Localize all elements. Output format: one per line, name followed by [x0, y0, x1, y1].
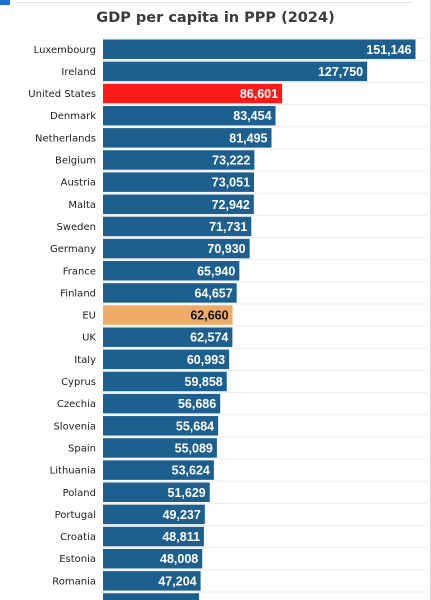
category-label: Italy: [74, 355, 96, 366]
value-label: 64,657: [194, 286, 232, 300]
category-label: Spain: [68, 443, 96, 454]
category-label: Germany: [50, 244, 96, 255]
category-label: Estonia: [59, 554, 96, 565]
category-label: Poland: [63, 488, 96, 499]
bar: [103, 61, 368, 82]
bar: [103, 371, 227, 392]
bar: [103, 305, 233, 325]
value-label: 83,454: [233, 109, 271, 123]
value-label: 53,624: [172, 464, 210, 478]
category-label: Czechia: [57, 399, 96, 410]
category-label: UK: [82, 333, 96, 344]
category-label: Malta: [68, 200, 96, 211]
bar: [103, 482, 210, 502]
value-label: 51,629: [168, 486, 206, 500]
category-label: Belgium: [55, 156, 96, 167]
bar: [103, 238, 250, 259]
value-label: 81,495: [229, 131, 267, 145]
value-label: 127,750: [318, 65, 363, 79]
bar: [103, 172, 255, 192]
value-label: 59,858: [185, 375, 223, 389]
category-label: Ireland: [61, 67, 96, 78]
category-label: Finland: [60, 288, 96, 299]
category-label: Luxembourg: [34, 45, 96, 56]
bar: [103, 460, 214, 480]
corner-accent: [0, 0, 10, 5]
value-label: 56,686: [178, 397, 216, 411]
bar: [103, 39, 416, 59]
value-label: 55,089: [175, 441, 213, 455]
value-label: 73,222: [212, 154, 250, 168]
bar: [103, 327, 233, 347]
value-label: 49,237: [163, 508, 201, 522]
chart-title: GDP per capita in PPP (2024): [96, 10, 335, 26]
bar: [103, 504, 205, 525]
top-divider: [16, 2, 413, 3]
value-label: 62,574: [190, 331, 228, 345]
bar: [103, 194, 254, 215]
value-label: 60,993: [187, 353, 225, 367]
value-label: 62,660: [190, 309, 228, 323]
bar: [103, 283, 237, 303]
value-label: 48,008: [160, 552, 198, 566]
value-label: 151,146: [366, 43, 411, 57]
bar: [103, 416, 219, 436]
bar: [103, 548, 203, 569]
value-label: 48,811: [162, 530, 200, 544]
category-label: Denmark: [50, 111, 96, 122]
category-label: Croatia: [60, 532, 96, 543]
bar: [103, 105, 276, 126]
category-label: Portugal: [55, 510, 96, 521]
category-label: France: [63, 266, 96, 277]
bar: [103, 571, 201, 591]
bar-partial: [103, 593, 199, 600]
value-label: 55,684: [176, 419, 214, 433]
bar: [103, 393, 221, 414]
bar: [103, 261, 240, 281]
value-label: 47,204: [158, 574, 196, 588]
category-label: Slovenia: [53, 421, 96, 432]
bar: [103, 83, 283, 104]
bar: [103, 438, 217, 458]
bar: [103, 216, 252, 237]
category-label: Lithuania: [50, 466, 96, 477]
category-label: EU: [82, 311, 96, 322]
value-label: 86,601: [240, 87, 278, 101]
value-label: 73,051: [212, 176, 250, 190]
bar: [103, 349, 230, 370]
value-label: 70,930: [207, 242, 245, 256]
category-label: Cyprus: [61, 377, 96, 388]
category-label: United States: [28, 89, 96, 100]
category-label: Sweden: [56, 222, 96, 233]
gridlines: [103, 37, 427, 593]
value-label: 65,940: [197, 264, 235, 278]
value-label: 72,942: [212, 198, 250, 212]
category-label: Romania: [52, 576, 96, 587]
value-label: 71,731: [209, 220, 247, 234]
category-label: Austria: [61, 178, 96, 189]
bar: [103, 526, 204, 547]
bar: [103, 150, 255, 170]
category-label: Netherlands: [35, 133, 96, 144]
bar: [103, 128, 272, 148]
